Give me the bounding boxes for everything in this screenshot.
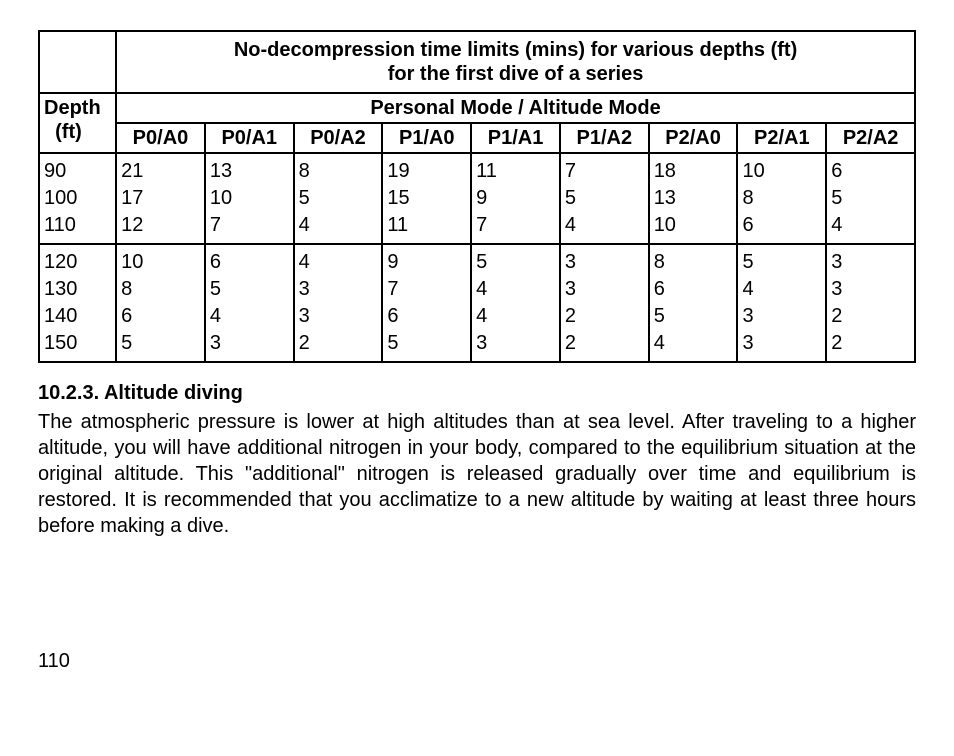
section-paragraph: The atmospheric pressure is lower at hig… (38, 409, 916, 539)
page-number: 110 (38, 649, 916, 673)
col-header: P2/A0 (649, 123, 738, 153)
col-header: P2/A2 (826, 123, 915, 153)
mode-header: Personal Mode / Altitude Mode (116, 93, 915, 123)
section-heading: 10.2.3. Altitude diving (38, 381, 916, 405)
data-cell: 654 (826, 153, 915, 244)
col-header: P1/A2 (560, 123, 649, 153)
data-row-group-2: 120130140150 10865 6543 4332 9765 5443 3… (39, 244, 915, 362)
col-header: P0/A0 (116, 123, 205, 153)
data-cell: 13107 (205, 153, 294, 244)
data-cell: 3322 (560, 244, 649, 362)
data-cell: 181310 (649, 153, 738, 244)
data-cell: 3322 (826, 244, 915, 362)
data-cell: 5443 (471, 244, 560, 362)
data-cell: 10865 (116, 244, 205, 362)
data-row-group-1: 90100110 211712 13107 854 191511 1197 75… (39, 153, 915, 244)
data-cell: 5433 (737, 244, 826, 362)
depth-cell: 120130140150 (39, 244, 116, 362)
data-cell: 754 (560, 153, 649, 244)
data-cell: 4332 (294, 244, 383, 362)
data-cell: 8654 (649, 244, 738, 362)
empty-corner-cell (39, 31, 116, 93)
data-cell: 1086 (737, 153, 826, 244)
col-header: P1/A0 (382, 123, 471, 153)
data-cell: 9765 (382, 244, 471, 362)
col-header: P1/A1 (471, 123, 560, 153)
table-title-line2: for the first dive of a series (388, 63, 644, 85)
data-cell: 191511 (382, 153, 471, 244)
depth-cell: 90100110 (39, 153, 116, 244)
col-header: P0/A1 (205, 123, 294, 153)
data-cell: 1197 (471, 153, 560, 244)
col-header: P2/A1 (737, 123, 826, 153)
col-header: P0/A2 (294, 123, 383, 153)
decompression-table: No-decompression time limits (mins) for … (38, 30, 916, 363)
data-cell: 854 (294, 153, 383, 244)
table-title: No-decompression time limits (mins) for … (116, 31, 915, 93)
column-headers-row: P0/A0 P0/A1 P0/A2 P1/A0 P1/A1 P1/A2 P2/A… (39, 123, 915, 153)
data-cell: 6543 (205, 244, 294, 362)
table-title-line1: No-decompression time limits (mins) for … (234, 39, 797, 61)
data-cell: 211712 (116, 153, 205, 244)
depth-header: Depth (ft) (39, 93, 116, 153)
